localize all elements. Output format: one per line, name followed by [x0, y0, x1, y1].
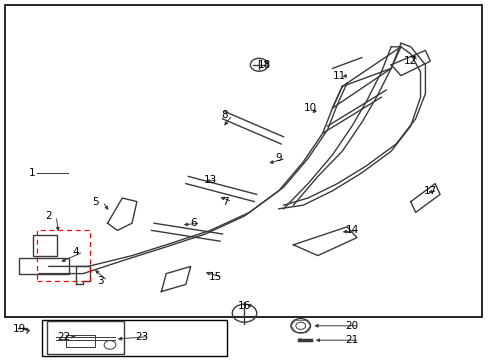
- Text: 23: 23: [135, 332, 148, 342]
- Text: 20: 20: [345, 321, 358, 331]
- Text: 22: 22: [57, 332, 70, 342]
- Text: 14: 14: [345, 225, 358, 235]
- Text: 12: 12: [403, 56, 417, 66]
- Text: 17: 17: [423, 186, 436, 196]
- Text: 13: 13: [203, 175, 217, 185]
- Text: 9: 9: [275, 153, 282, 163]
- Text: 1: 1: [28, 168, 35, 178]
- Text: 4: 4: [72, 247, 79, 257]
- Text: 5: 5: [92, 197, 99, 207]
- Text: 7: 7: [221, 197, 228, 207]
- Text: 16: 16: [237, 301, 251, 311]
- Text: 15: 15: [208, 272, 222, 282]
- Text: 3: 3: [97, 276, 103, 286]
- Text: 18: 18: [257, 60, 270, 70]
- Text: 6: 6: [189, 218, 196, 228]
- Text: 8: 8: [221, 110, 228, 120]
- Text: 19: 19: [13, 324, 26, 334]
- Text: 10: 10: [304, 103, 316, 113]
- Text: 21: 21: [345, 335, 358, 345]
- Text: 2: 2: [45, 211, 52, 221]
- Text: 11: 11: [332, 71, 346, 81]
